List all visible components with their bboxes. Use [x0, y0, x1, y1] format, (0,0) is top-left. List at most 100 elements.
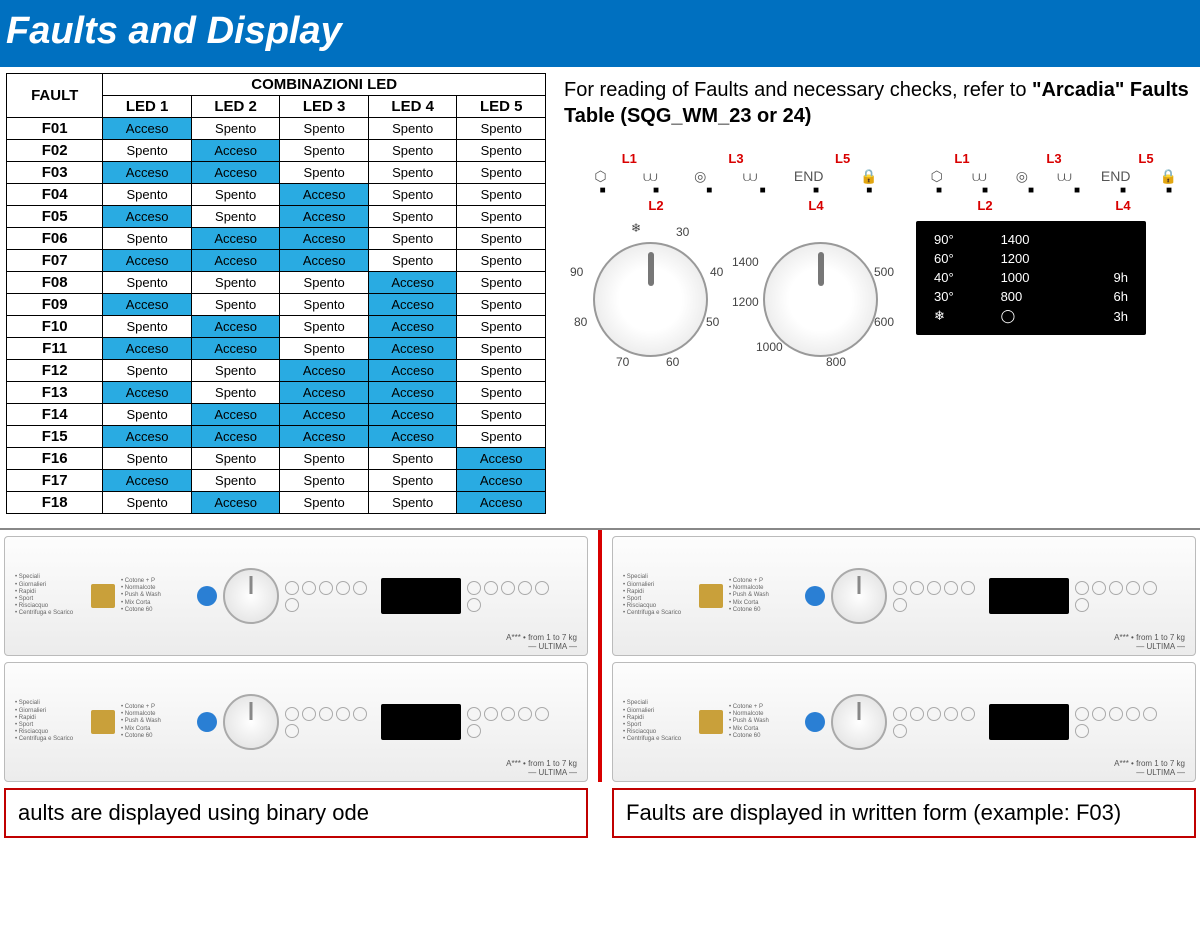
program-knob[interactable]	[223, 568, 279, 624]
lcd-display	[989, 578, 1069, 614]
led-cell: Acceso	[457, 448, 546, 470]
push-wash-icon[interactable]	[805, 586, 825, 606]
led-cell: Spento	[368, 140, 457, 162]
option-button[interactable]	[484, 707, 498, 721]
panel-icon: 🔒	[860, 168, 877, 185]
option-button[interactable]	[1109, 581, 1123, 595]
machine-panel: • Speciali• Giornalieri• Rapidi• Sport• …	[4, 536, 588, 656]
led-cell: Acceso	[191, 228, 280, 250]
option-button[interactable]	[467, 707, 481, 721]
option-button[interactable]	[1092, 581, 1106, 595]
option-button[interactable]	[910, 707, 924, 721]
led-label: L1	[622, 151, 637, 166]
led-cell: Acceso	[191, 338, 280, 360]
option-button[interactable]	[961, 581, 975, 595]
led-cell: Acceso	[368, 272, 457, 294]
led-label: L3	[1046, 151, 1061, 166]
option-button[interactable]	[353, 581, 367, 595]
option-button[interactable]	[336, 707, 350, 721]
option-button[interactable]	[285, 724, 299, 738]
digital-cell: 30°	[928, 288, 993, 305]
option-button[interactable]	[285, 598, 299, 612]
option-button[interactable]	[893, 598, 907, 612]
option-button[interactable]	[467, 598, 481, 612]
option-button[interactable]	[535, 581, 549, 595]
option-button[interactable]	[467, 581, 481, 595]
option-button[interactable]	[285, 581, 299, 595]
led-cell: Spento	[280, 294, 369, 316]
panel-icon: ⩊	[643, 168, 657, 185]
led-cell: Spento	[103, 492, 192, 514]
led-cell: Spento	[191, 360, 280, 382]
led-cell: Spento	[457, 162, 546, 184]
option-button[interactable]	[961, 707, 975, 721]
fault-code: F10	[7, 316, 103, 338]
led-cell: Spento	[280, 118, 369, 140]
fault-table: FAULT COMBINAZIONI LED LED 1LED 2LED 3LE…	[6, 73, 546, 514]
option-button[interactable]	[1143, 581, 1157, 595]
option-button[interactable]	[319, 581, 333, 595]
option-button[interactable]	[1126, 707, 1140, 721]
option-button[interactable]	[518, 581, 532, 595]
program-list: • Speciali• Giornalieri• Rapidi• Sport• …	[623, 574, 693, 617]
option-button[interactable]	[501, 581, 515, 595]
temp-dial[interactable]: 90 80 70 60 50 40 30 ❄	[576, 225, 726, 375]
option-button[interactable]	[467, 724, 481, 738]
program-list: • Cotone + P• Normalcote• Push & Wash• M…	[121, 704, 191, 740]
led-cell: Acceso	[368, 382, 457, 404]
option-button[interactable]	[927, 707, 941, 721]
spin-dial[interactable]: 1400 1200 1000 800 600 500	[746, 225, 896, 375]
option-button[interactable]	[893, 581, 907, 595]
analog-panel: L1L3L5 ⬡⩊◎⩊END🔒 ■■■■■■ L2L4 90 80 70 60 …	[574, 147, 898, 379]
option-button[interactable]	[893, 724, 907, 738]
option-button[interactable]	[336, 581, 350, 595]
table-row: F13AccesoSpentoAccesoAccesoSpento	[7, 382, 546, 404]
option-button[interactable]	[893, 707, 907, 721]
option-button[interactable]	[302, 707, 316, 721]
lcd-display	[381, 578, 461, 614]
program-knob[interactable]	[223, 694, 279, 750]
led-cell: Spento	[368, 492, 457, 514]
program-knob[interactable]	[831, 694, 887, 750]
caption-written: Faults are displayed in written form (ex…	[612, 788, 1196, 838]
option-button[interactable]	[1126, 581, 1140, 595]
option-button[interactable]	[944, 707, 958, 721]
table-row: F16SpentoSpentoSpentoSpentoAcceso	[7, 448, 546, 470]
digital-cell: 9h	[1080, 269, 1134, 286]
option-button[interactable]	[353, 707, 367, 721]
capacity-label: A*** • from 1 to 7 kg— ULTIMA —	[1114, 633, 1185, 651]
option-button[interactable]	[1075, 724, 1089, 738]
led-col: LED 2	[191, 96, 280, 118]
program-knob[interactable]	[831, 568, 887, 624]
option-button[interactable]	[1109, 707, 1123, 721]
col-fault: FAULT	[7, 74, 103, 118]
fault-code: F05	[7, 206, 103, 228]
option-button[interactable]	[910, 581, 924, 595]
option-button[interactable]	[1075, 598, 1089, 612]
table-row: F05AccesoSpentoAccesoSpentoSpento	[7, 206, 546, 228]
option-button[interactable]	[1092, 707, 1106, 721]
push-wash-icon[interactable]	[197, 712, 217, 732]
option-button[interactable]	[1075, 707, 1089, 721]
led-cell: Acceso	[368, 294, 457, 316]
led-cell: Spento	[103, 272, 192, 294]
led-cell: Spento	[280, 492, 369, 514]
eco-badge	[699, 710, 723, 734]
option-button[interactable]	[302, 581, 316, 595]
option-button[interactable]	[484, 581, 498, 595]
led-label: L1	[954, 151, 969, 166]
table-row: F06SpentoAccesoAccesoSpentoSpento	[7, 228, 546, 250]
option-button[interactable]	[1075, 581, 1089, 595]
option-button[interactable]	[319, 707, 333, 721]
eco-badge	[91, 710, 115, 734]
option-button[interactable]	[518, 707, 532, 721]
push-wash-icon[interactable]	[197, 586, 217, 606]
push-wash-icon[interactable]	[805, 712, 825, 732]
led-cell: Acceso	[368, 338, 457, 360]
option-button[interactable]	[535, 707, 549, 721]
option-button[interactable]	[927, 581, 941, 595]
option-button[interactable]	[1143, 707, 1157, 721]
option-button[interactable]	[944, 581, 958, 595]
option-button[interactable]	[285, 707, 299, 721]
option-button[interactable]	[501, 707, 515, 721]
